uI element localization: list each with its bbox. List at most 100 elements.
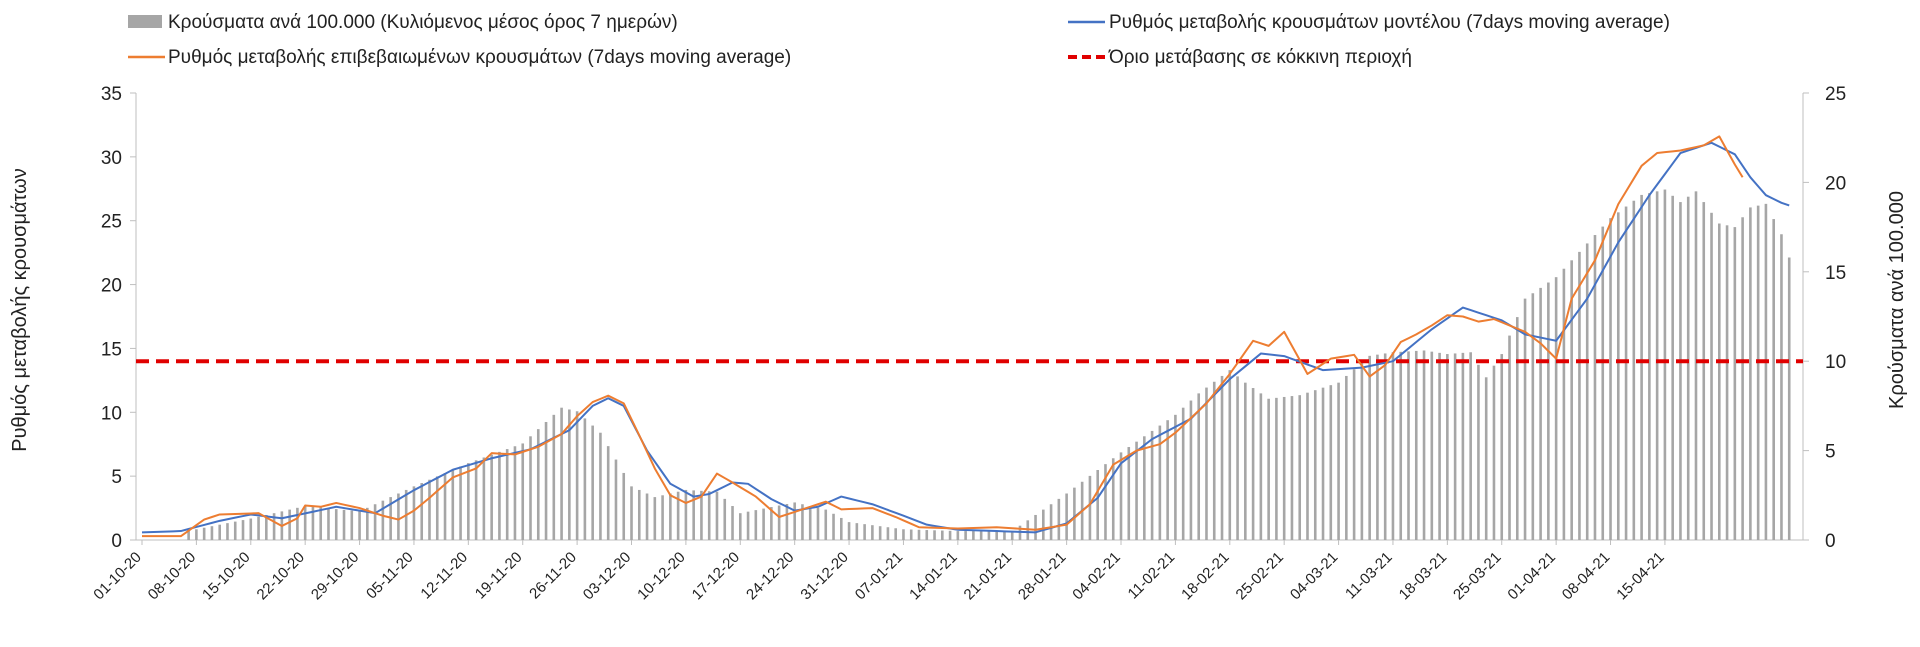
bar <box>560 407 563 540</box>
bar <box>987 531 991 540</box>
bar <box>474 460 478 540</box>
bar <box>1749 207 1752 540</box>
bar <box>917 529 921 540</box>
bar <box>700 490 703 540</box>
y-left-tick-label: 10 <box>101 403 122 424</box>
x-tick-label: 05-11-20 <box>363 549 417 603</box>
bar <box>630 486 633 540</box>
bar <box>878 526 882 540</box>
bar <box>257 516 260 540</box>
bar <box>1174 414 1177 540</box>
bar <box>941 530 944 540</box>
bar <box>536 429 540 540</box>
bar <box>1718 223 1721 540</box>
bar <box>723 498 727 540</box>
bar <box>1547 282 1550 540</box>
bar <box>1648 193 1651 540</box>
bar <box>218 524 221 540</box>
bar <box>1352 369 1356 540</box>
bar <box>933 530 936 540</box>
bar <box>1267 398 1270 540</box>
x-tick-label: 11-02-21 <box>1125 549 1179 603</box>
y-right-tick-label: 25 <box>1825 84 1846 105</box>
bar <box>1733 227 1737 540</box>
bar <box>544 421 548 540</box>
bar <box>622 472 626 540</box>
bar <box>1484 377 1488 540</box>
bar <box>296 507 299 540</box>
bar <box>1034 514 1037 540</box>
bar <box>1741 217 1744 540</box>
bar <box>770 507 773 540</box>
bar <box>1469 352 1472 540</box>
bar <box>715 491 719 540</box>
y-right-tick-label: 15 <box>1825 263 1846 284</box>
bar <box>1119 452 1123 540</box>
bar <box>832 513 835 540</box>
x-tick-label: 19-11-20 <box>472 549 526 603</box>
x-tick-label: 15-04-21 <box>1613 549 1667 603</box>
bar <box>669 493 672 540</box>
bar <box>226 523 229 540</box>
bar <box>1049 504 1053 540</box>
bar <box>311 506 315 540</box>
bar <box>1578 251 1581 540</box>
bar <box>1391 352 1395 540</box>
bar <box>871 525 874 540</box>
bar <box>785 503 789 540</box>
legend: Κρούσματα ανά 100.000 (Κυλιόμενος μέσος … <box>128 12 1670 68</box>
bar <box>1228 370 1232 540</box>
bar <box>925 530 929 540</box>
bar <box>1073 487 1076 540</box>
bar <box>863 524 866 540</box>
x-tick-label: 01-04-21 <box>1504 549 1558 603</box>
x-tick-label: 21-01-21 <box>961 549 1015 603</box>
bar <box>948 530 952 540</box>
bar <box>1694 191 1698 540</box>
bar <box>1205 387 1208 540</box>
bar <box>731 506 734 540</box>
bar <box>1593 235 1597 540</box>
series-confirmed-line <box>142 135 1744 538</box>
legend-label-model: Ρυθμός μεταβολής κρουσμάτων μοντέλου (7d… <box>1109 12 1670 33</box>
bar <box>1096 470 1099 540</box>
bar <box>1663 189 1667 541</box>
bar <box>327 508 330 540</box>
bar <box>979 531 983 540</box>
bar <box>1181 407 1185 540</box>
bar <box>1003 531 1006 540</box>
bar <box>847 522 851 540</box>
bar <box>1383 353 1387 540</box>
y-right-tick-label: 5 <box>1825 442 1836 463</box>
x-tick-label: 08-10-20 <box>145 549 199 603</box>
bar <box>420 483 424 540</box>
y-axis-right-title: Κρούσματα ανά 100.000 <box>1886 191 1908 409</box>
bar <box>1531 293 1535 540</box>
y-left-tick-label: 35 <box>101 84 122 105</box>
x-tick-label: 14-01-21 <box>906 549 960 603</box>
bar <box>1702 202 1706 540</box>
bar <box>319 507 323 540</box>
bar <box>568 409 571 540</box>
bar <box>1399 351 1403 540</box>
bar <box>575 411 579 540</box>
bar <box>1523 298 1527 540</box>
bar <box>1515 317 1519 540</box>
bar <box>210 526 214 540</box>
bar <box>1143 436 1146 540</box>
bar <box>1585 243 1589 540</box>
bar <box>645 493 649 540</box>
bar <box>653 497 657 540</box>
bar <box>1042 509 1045 540</box>
bar <box>373 504 377 540</box>
bar <box>676 491 680 540</box>
bar <box>1360 362 1364 540</box>
bar <box>1244 382 1247 540</box>
bar <box>381 500 385 540</box>
bar <box>1609 218 1612 540</box>
bar <box>1166 420 1169 540</box>
y-left-tick-label: 30 <box>101 148 122 169</box>
bar <box>513 446 517 540</box>
bar <box>521 443 525 540</box>
